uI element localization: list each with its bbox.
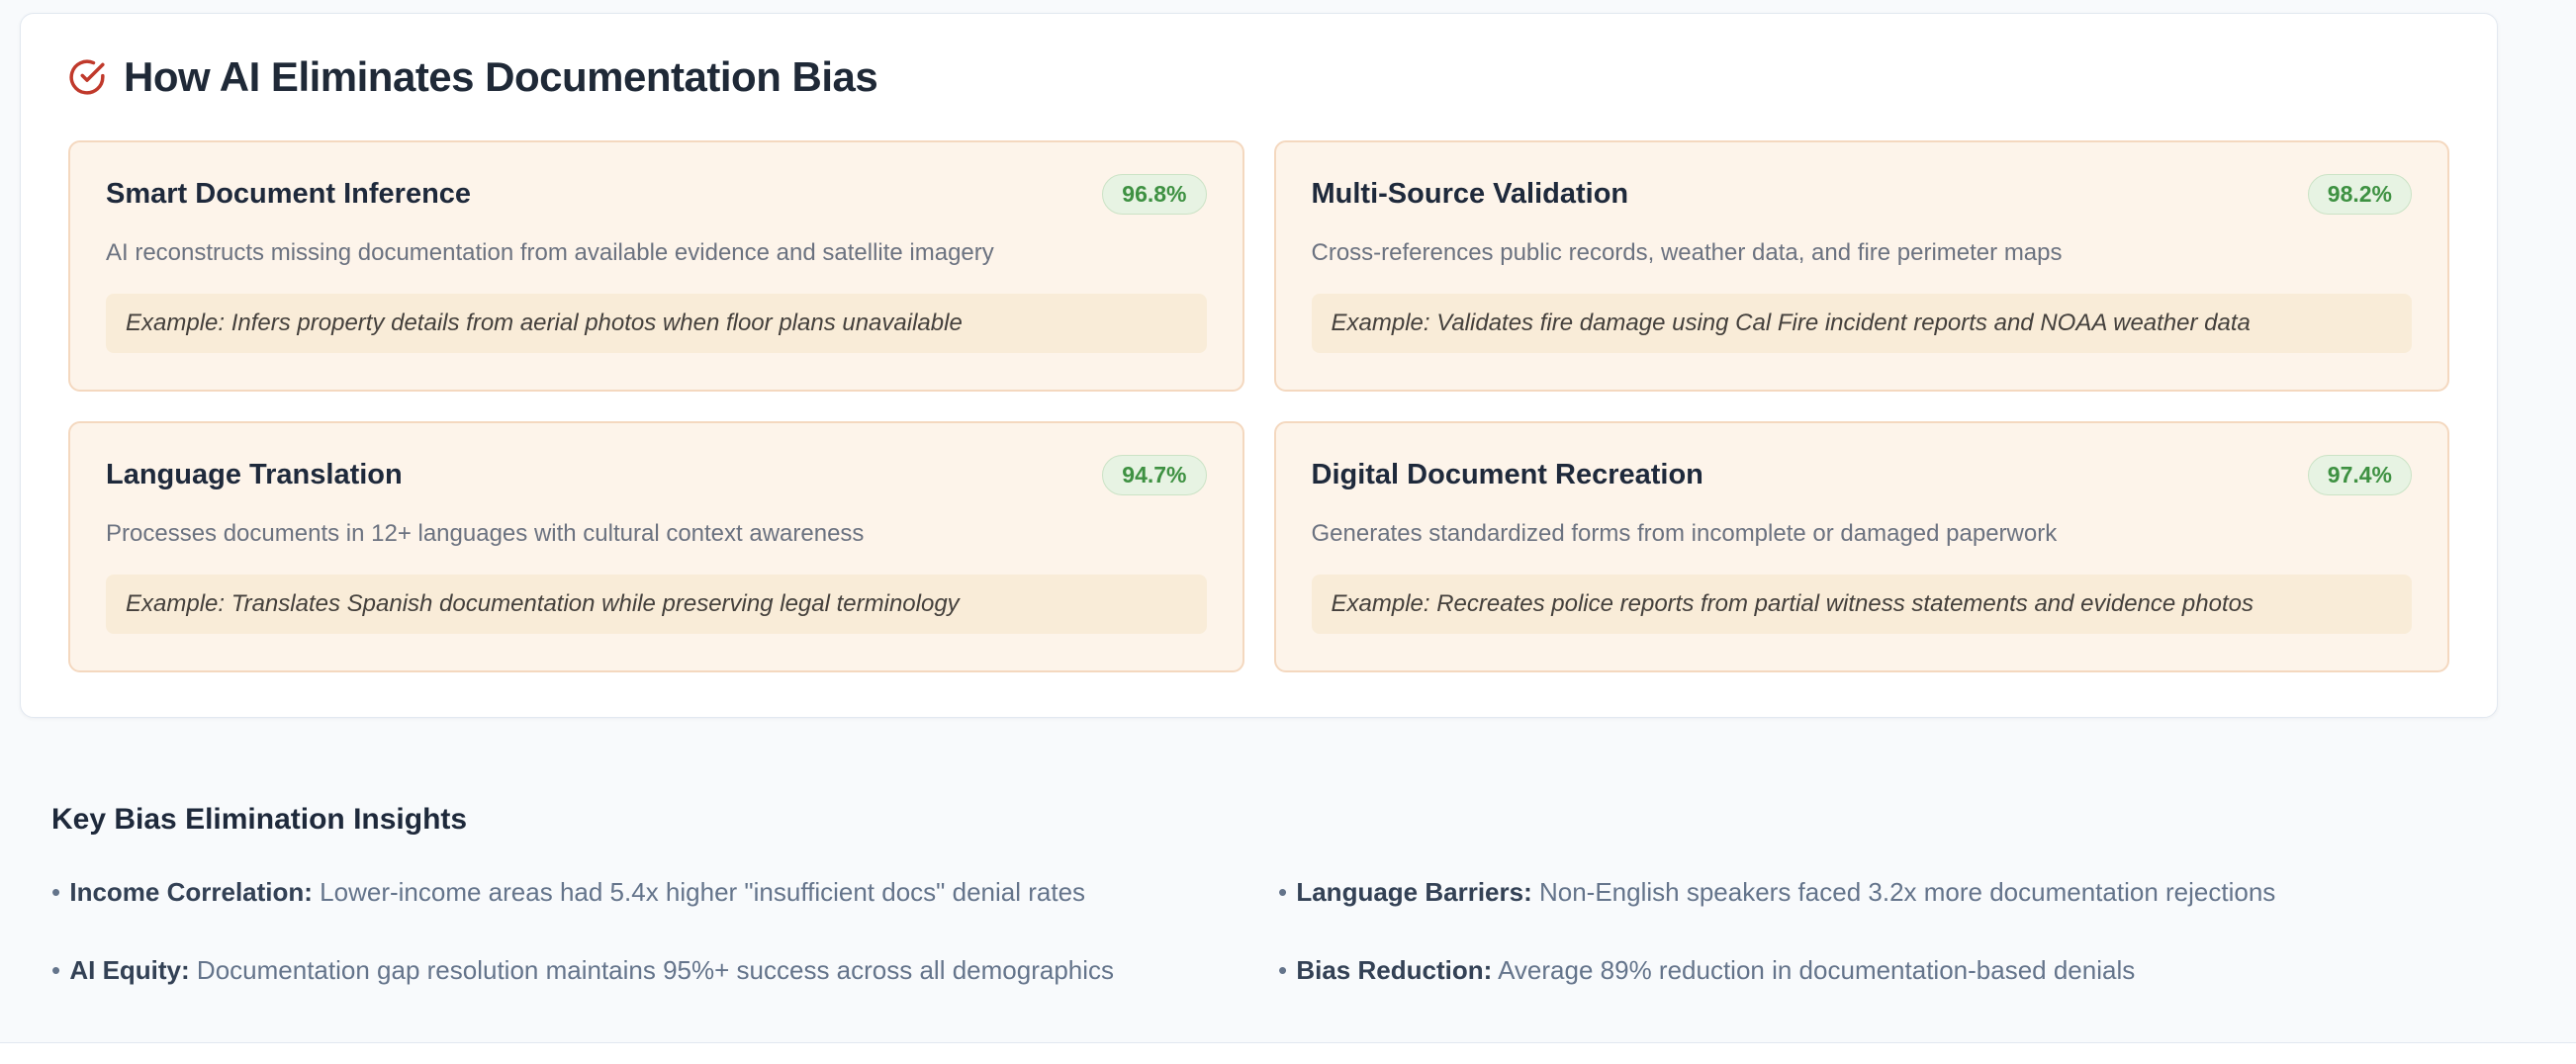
card-description: Processes documents in 12+ languages wit… bbox=[106, 520, 865, 548]
insight-label: Bias Reduction: bbox=[1296, 954, 1493, 985]
success-rate-badge: 98.2% bbox=[2307, 174, 2412, 216]
check-circle-icon bbox=[68, 58, 106, 96]
card-multi-source-validation: Multi-Source Validation 98.2% Cross-refe… bbox=[1273, 140, 2449, 392]
capability-cards-grid: Smart Document Inference 96.8% AI recons… bbox=[68, 140, 2449, 672]
card-example: Example: Validates fire damage using Cal… bbox=[1311, 294, 2412, 354]
documentation-bias-panel: How AI Eliminates Documentation Bias Sma… bbox=[20, 13, 2498, 718]
bullet-icon: • bbox=[51, 877, 61, 907]
card-description: Generates standardized forms from incomp… bbox=[1311, 520, 2058, 548]
card-header: Digital Document Recreation 97.4% bbox=[1311, 455, 2412, 496]
bullet-icon: • bbox=[51, 954, 61, 985]
insights-heading: Key Bias Elimination Insights bbox=[51, 803, 468, 836]
insight-text: Documentation gap resolution maintains 9… bbox=[196, 954, 1115, 985]
card-example: Example: Translates Spanish documentatio… bbox=[106, 575, 1207, 635]
success-rate-badge: 96.8% bbox=[1102, 174, 1207, 216]
card-example: Example: Recreates police reports from p… bbox=[1311, 575, 2412, 635]
insight-text: Non-English speakers faced 3.2x more doc… bbox=[1538, 877, 2276, 907]
card-header: Language Translation 94.7% bbox=[106, 455, 1207, 496]
success-rate-badge: 97.4% bbox=[2307, 455, 2412, 496]
insight-label: Language Barriers: bbox=[1296, 877, 1532, 907]
insight-ai-equity: • AI Equity: Documentation gap resolutio… bbox=[51, 954, 1278, 987]
footer-divider bbox=[0, 1042, 2576, 1064]
insight-language-barriers: • Language Barriers: Non-English speaker… bbox=[1278, 876, 2505, 909]
insight-label: Income Correlation: bbox=[69, 877, 313, 907]
card-title: Digital Document Recreation bbox=[1311, 459, 1703, 491]
card-description: Cross-references public records, weather… bbox=[1311, 239, 2063, 267]
insight-text: Lower-income areas had 5.4x higher "insu… bbox=[320, 877, 1086, 907]
insight-bias-reduction: • Bias Reduction: Average 89% reduction … bbox=[1278, 954, 2505, 987]
insights-grid: • Income Correlation: Lower-income areas… bbox=[51, 876, 2505, 986]
insight-label: AI Equity: bbox=[69, 954, 190, 985]
card-title: Language Translation bbox=[106, 459, 403, 491]
card-smart-document-inference: Smart Document Inference 96.8% AI recons… bbox=[68, 140, 1244, 392]
card-header: Smart Document Inference 96.8% bbox=[106, 174, 1207, 216]
card-language-translation: Language Translation 94.7% Processes doc… bbox=[68, 421, 1244, 672]
card-description: AI reconstructs missing documentation fr… bbox=[106, 239, 994, 267]
page-title: How AI Eliminates Documentation Bias bbox=[124, 53, 878, 100]
insight-income-correlation: • Income Correlation: Lower-income areas… bbox=[51, 876, 1278, 909]
card-title: Smart Document Inference bbox=[106, 178, 472, 211]
bullet-icon: • bbox=[1278, 954, 1288, 985]
insights-section: Key Bias Elimination Insights • Income C… bbox=[51, 803, 2505, 986]
panel-header: How AI Eliminates Documentation Bias bbox=[68, 53, 2449, 101]
success-rate-badge: 94.7% bbox=[1102, 455, 1207, 496]
card-title: Multi-Source Validation bbox=[1311, 178, 1629, 211]
card-header: Multi-Source Validation 98.2% bbox=[1311, 174, 2412, 216]
insight-text: Average 89% reduction in documentation-b… bbox=[1498, 954, 2136, 985]
card-digital-document-recreation: Digital Document Recreation 97.4% Genera… bbox=[1273, 421, 2449, 672]
bullet-icon: • bbox=[1278, 877, 1288, 907]
card-example: Example: Infers property details from ae… bbox=[106, 294, 1207, 354]
